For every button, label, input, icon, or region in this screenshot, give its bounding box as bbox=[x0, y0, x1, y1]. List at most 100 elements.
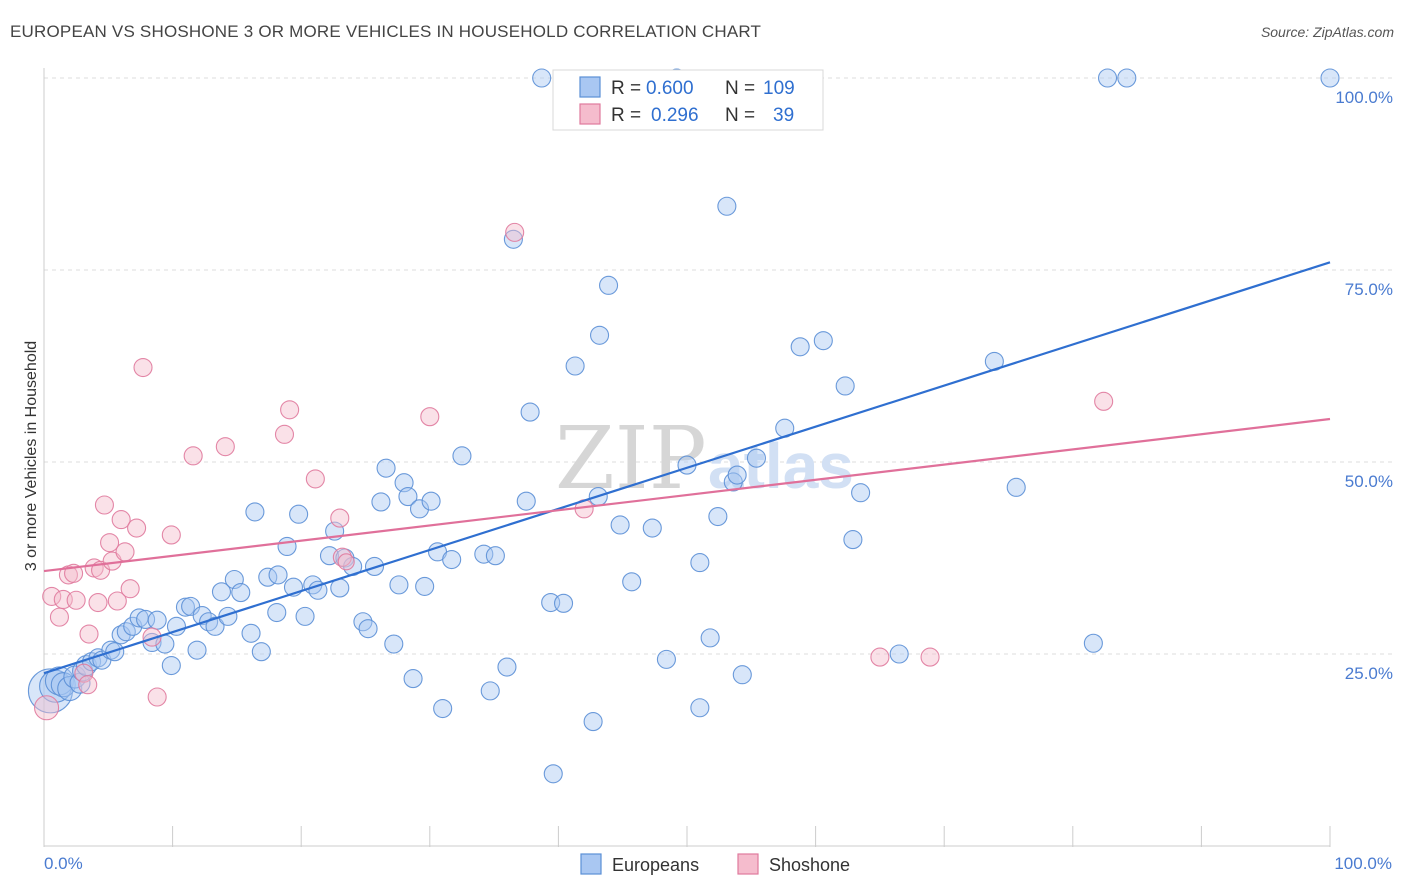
data-point bbox=[480, 681, 500, 701]
y-tick-label: 75.0% bbox=[1345, 280, 1393, 299]
data-point bbox=[175, 597, 196, 617]
legend-n-label-europeans: N = bbox=[725, 78, 755, 99]
data-point bbox=[268, 565, 288, 585]
data-point bbox=[127, 518, 147, 538]
data-point bbox=[358, 619, 378, 639]
y-axis-title: 3 or more Vehicles in Household bbox=[23, 341, 40, 571]
chart-title: EUROPEAN VS SHOSHONE 3 OR MORE VEHICLES … bbox=[10, 22, 762, 41]
data-point bbox=[187, 640, 207, 660]
data-point bbox=[211, 582, 232, 602]
trend-line-europeans bbox=[43, 261, 1331, 675]
grid-lines bbox=[44, 77, 1392, 655]
legend-r-value-europeans: 0.600 bbox=[646, 78, 694, 99]
correlation-legend: R = 0.600 N = 109 R = 0.296 N = 39 bbox=[552, 69, 824, 131]
data-point bbox=[421, 491, 441, 511]
data-point bbox=[813, 331, 833, 351]
data-point bbox=[708, 506, 728, 527]
data-point bbox=[1097, 68, 1118, 88]
trend-layer bbox=[43, 261, 1331, 675]
data-point bbox=[642, 518, 662, 538]
data-point bbox=[205, 616, 225, 636]
y-tick-label: 50.0% bbox=[1345, 472, 1393, 491]
data-point bbox=[384, 634, 404, 654]
data-point bbox=[120, 579, 140, 599]
data-point bbox=[74, 663, 94, 683]
data-point bbox=[133, 357, 153, 378]
legend-n-label-shoshone: N = bbox=[725, 105, 755, 126]
data-point bbox=[790, 337, 810, 357]
watermark-zip: ZIP bbox=[555, 409, 707, 509]
legend-n-value-europeans: 109 bbox=[763, 78, 795, 99]
data-point bbox=[656, 649, 676, 669]
data-point bbox=[57, 676, 83, 702]
data-point bbox=[543, 764, 563, 784]
data-point bbox=[485, 546, 505, 566]
data-point bbox=[147, 687, 167, 707]
data-point bbox=[889, 644, 909, 664]
data-point bbox=[516, 491, 536, 511]
legend-r-value-shoshone: 0.296 bbox=[651, 105, 699, 126]
data-point bbox=[183, 446, 203, 466]
data-point bbox=[851, 483, 871, 503]
data-point bbox=[166, 616, 187, 636]
watermark-atlas: atlas bbox=[708, 430, 854, 502]
bottom-legend-label-shoshone: Shoshone bbox=[769, 855, 850, 875]
data-point bbox=[161, 525, 181, 545]
data-point bbox=[267, 602, 287, 623]
data-point bbox=[371, 492, 391, 512]
data-point bbox=[433, 698, 453, 719]
data-point bbox=[251, 642, 271, 662]
y-tick-labels: 25.0% 50.0% 75.0% 100.0% bbox=[1335, 88, 1393, 683]
data-point bbox=[452, 446, 472, 466]
data-point bbox=[231, 583, 251, 603]
data-point bbox=[599, 275, 619, 295]
data-point bbox=[1094, 391, 1114, 411]
data-point bbox=[843, 530, 863, 550]
legend-swatch-europeans bbox=[579, 76, 601, 98]
data-point bbox=[142, 627, 162, 647]
data-point bbox=[42, 586, 62, 606]
data-point bbox=[115, 542, 135, 562]
legend-r-label-shoshone: R = bbox=[611, 105, 641, 126]
data-point bbox=[920, 647, 940, 667]
data-point bbox=[116, 622, 136, 642]
data-point bbox=[727, 465, 747, 485]
data-point bbox=[111, 510, 131, 530]
legend-swatch-shoshone bbox=[579, 103, 601, 125]
data-point bbox=[590, 325, 610, 345]
data-point bbox=[505, 222, 525, 242]
data-point bbox=[161, 655, 181, 676]
legend-n-value-shoshone: 39 bbox=[773, 105, 794, 126]
bottom-legend-label-europeans: Europeans bbox=[612, 855, 699, 875]
data-point bbox=[100, 533, 120, 553]
x-tick-label-min: 0.0% bbox=[44, 854, 83, 873]
data-point bbox=[50, 672, 76, 698]
trend-line-shoshone bbox=[43, 417, 1331, 573]
data-point bbox=[717, 196, 737, 216]
data-point bbox=[442, 549, 462, 570]
data-point bbox=[420, 407, 440, 427]
data-point bbox=[746, 448, 766, 468]
data-point bbox=[497, 657, 517, 677]
data-point bbox=[308, 580, 328, 600]
data-point bbox=[376, 458, 396, 478]
data-point bbox=[870, 647, 890, 667]
data-point bbox=[835, 376, 855, 396]
data-point bbox=[280, 400, 300, 420]
bottom-legend-swatch-europeans bbox=[580, 853, 602, 875]
data-point bbox=[274, 424, 295, 444]
data-point bbox=[34, 695, 60, 721]
data-point bbox=[503, 229, 523, 249]
data-point bbox=[565, 356, 585, 376]
data-point bbox=[215, 437, 235, 457]
data-point bbox=[409, 499, 430, 519]
axes bbox=[43, 68, 1331, 847]
legend-r-label-europeans: R = bbox=[611, 78, 641, 99]
data-point bbox=[78, 675, 98, 695]
data-point bbox=[1117, 68, 1137, 88]
data-point bbox=[700, 628, 720, 648]
y-tick-label: 25.0% bbox=[1345, 664, 1393, 683]
x-tick-label-max: 100.0% bbox=[1334, 854, 1392, 873]
data-point bbox=[277, 536, 297, 557]
